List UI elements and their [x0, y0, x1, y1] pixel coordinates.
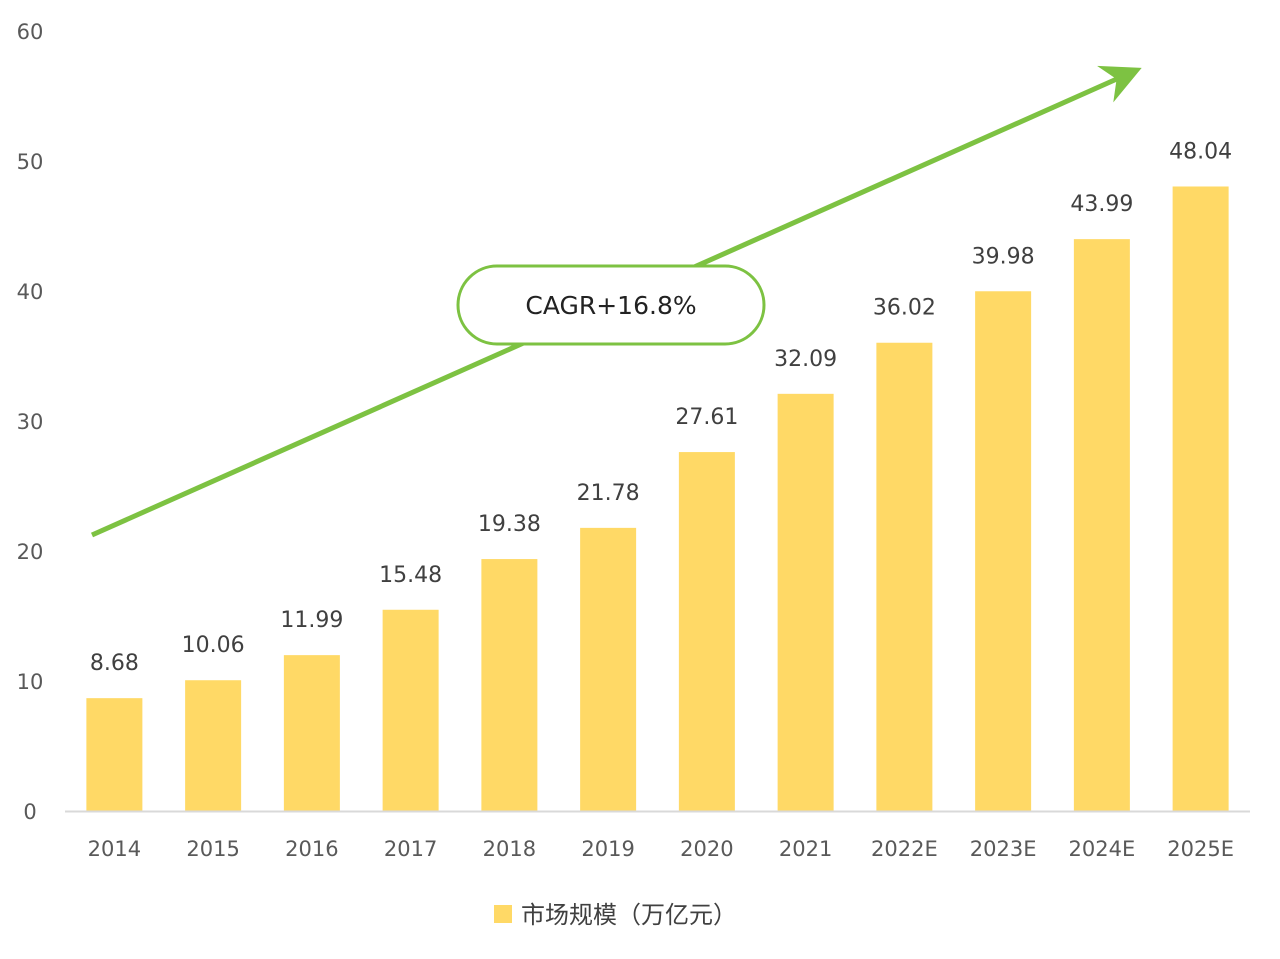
data-label: 11.99 — [280, 608, 343, 633]
bar-2021 — [777, 393, 834, 811]
bar-2025E — [1172, 186, 1229, 812]
bar-2024E — [1073, 239, 1130, 811]
bar-2015 — [185, 680, 242, 811]
bar-2023E — [975, 291, 1032, 811]
y-tick-label: 30 — [17, 410, 44, 434]
y-tick-label: 60 — [17, 20, 44, 44]
bar-2020 — [678, 452, 735, 811]
x-tick-label: 2015 — [186, 837, 239, 861]
data-label: 15.48 — [379, 563, 442, 588]
x-tick-label: 2016 — [285, 837, 338, 861]
data-label: 43.99 — [1070, 192, 1133, 217]
cagr-badge — [456, 264, 766, 346]
data-label: 8.68 — [90, 651, 139, 676]
x-tick-label: 2025E — [1167, 837, 1234, 861]
bar-2019 — [580, 527, 637, 811]
y-tick-label: 40 — [17, 280, 44, 304]
x-axis-ticks: 2014 2015 2016 2017 2018 2019 2020 2021 2022E 202… — [88, 837, 1234, 861]
data-label: 36.02 — [873, 296, 936, 321]
bars: 8.68 10.06 11.99 15.48 19.38 21.78 27.61 32.09 3… — [86, 139, 1232, 812]
x-tick-label: 2021 — [779, 837, 832, 861]
x-tick-label: 2024E — [1069, 837, 1136, 861]
bar-2018 — [481, 559, 538, 811]
x-tick-label: 2020 — [680, 837, 733, 861]
data-label: 10.06 — [182, 633, 245, 658]
x-tick-label: 2014 — [88, 837, 141, 861]
x-tick-label: 2017 — [384, 837, 437, 861]
bar-2022E — [876, 342, 933, 811]
cagr-annotation: CAGR+16.8% — [456, 264, 766, 346]
data-label: 21.78 — [577, 481, 640, 506]
y-tick-label: 20 — [17, 540, 44, 564]
bar-2016 — [283, 655, 340, 811]
y-tick-label: 10 — [17, 670, 44, 694]
x-tick-label: 2022E — [871, 837, 938, 861]
data-label: 19.38 — [478, 512, 541, 537]
x-tick-label: 2023E — [970, 837, 1037, 861]
y-tick-label: 0 — [23, 800, 36, 824]
legend-label: 市场规模（万亿元） — [521, 901, 737, 929]
legend-swatch — [494, 905, 512, 923]
data-label: 27.61 — [675, 405, 738, 430]
bar-2014 — [86, 698, 143, 811]
x-tick-label: 2019 — [581, 837, 634, 861]
data-label: 48.04 — [1169, 139, 1232, 164]
y-tick-label: 50 — [17, 150, 44, 174]
legend: 市场规模（万亿元） — [494, 901, 737, 929]
data-label: 32.09 — [774, 347, 837, 372]
y-axis-ticks: 0 10 20 30 40 50 60 — [17, 20, 44, 824]
cagr-label: CAGR+16.8% — [525, 291, 696, 320]
x-tick-label: 2018 — [483, 837, 536, 861]
bar-2017 — [382, 609, 439, 811]
data-label: 39.98 — [972, 244, 1035, 269]
